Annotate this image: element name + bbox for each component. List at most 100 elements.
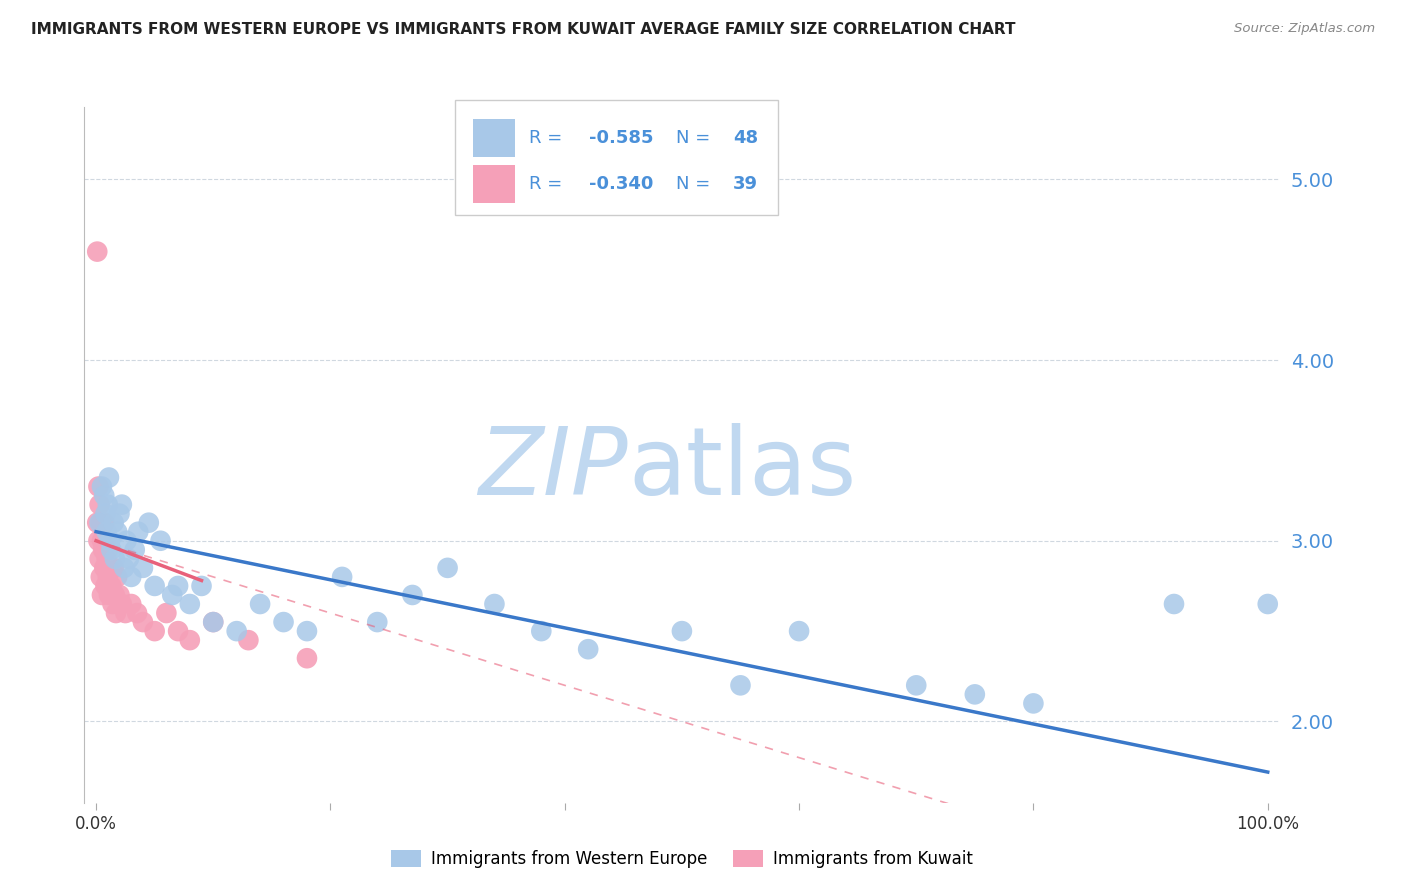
- Point: [149, 533, 172, 548]
- Point: [96, 551, 118, 566]
- Point: [90, 570, 112, 584]
- Point: [118, 551, 141, 566]
- Point: [97, 542, 120, 557]
- Point: [143, 579, 166, 593]
- Point: [179, 597, 201, 611]
- Point: [108, 588, 131, 602]
- Point: [401, 588, 423, 602]
- Point: [111, 498, 134, 512]
- Point: [132, 615, 155, 629]
- Point: [238, 633, 260, 648]
- Point: [225, 624, 247, 639]
- Point: [202, 615, 225, 629]
- Point: [366, 615, 388, 629]
- Text: R =: R =: [529, 129, 568, 147]
- Point: [905, 678, 928, 692]
- Point: [86, 516, 108, 530]
- Text: atlas: atlas: [628, 423, 856, 515]
- Point: [94, 507, 117, 521]
- Point: [103, 561, 125, 575]
- Point: [98, 533, 121, 548]
- Point: [104, 588, 127, 602]
- Point: [179, 633, 201, 648]
- Point: [105, 606, 127, 620]
- Point: [89, 516, 111, 530]
- Point: [162, 588, 183, 602]
- Point: [963, 687, 986, 701]
- Point: [108, 507, 131, 521]
- Point: [89, 498, 111, 512]
- Text: N =: N =: [676, 129, 716, 147]
- Point: [97, 570, 120, 584]
- Point: [202, 615, 225, 629]
- Text: ZIP: ZIP: [478, 424, 628, 515]
- Point: [155, 606, 177, 620]
- Point: [94, 533, 117, 548]
- Point: [89, 551, 111, 566]
- Point: [295, 651, 318, 665]
- Point: [1257, 597, 1279, 611]
- Point: [120, 570, 142, 584]
- Point: [104, 551, 127, 566]
- Text: N =: N =: [676, 175, 716, 193]
- Legend: Immigrants from Western Europe, Immigrants from Kuwait: Immigrants from Western Europe, Immigran…: [385, 843, 979, 874]
- Point: [671, 624, 693, 639]
- Point: [93, 489, 115, 503]
- Point: [114, 606, 136, 620]
- Point: [93, 516, 115, 530]
- Point: [105, 570, 128, 584]
- Point: [167, 624, 190, 639]
- Point: [1163, 597, 1185, 611]
- FancyBboxPatch shape: [456, 100, 778, 215]
- Point: [127, 606, 149, 620]
- Point: [111, 597, 134, 611]
- Text: 48: 48: [734, 129, 758, 147]
- Point: [787, 624, 810, 639]
- Point: [87, 533, 110, 548]
- Point: [100, 542, 122, 557]
- Point: [86, 244, 108, 259]
- Point: [132, 561, 155, 575]
- Point: [115, 533, 138, 548]
- Point: [143, 624, 166, 639]
- Point: [127, 524, 149, 539]
- Point: [167, 579, 190, 593]
- Point: [98, 588, 120, 602]
- Point: [100, 579, 122, 593]
- Point: [90, 533, 114, 548]
- Point: [97, 498, 120, 512]
- Point: [436, 561, 458, 575]
- Point: [87, 479, 110, 493]
- Text: IMMIGRANTS FROM WESTERN EUROPE VS IMMIGRANTS FROM KUWAIT AVERAGE FAMILY SIZE COR: IMMIGRANTS FROM WESTERN EUROPE VS IMMIGR…: [31, 22, 1015, 37]
- Point: [98, 470, 120, 484]
- Point: [94, 579, 117, 593]
- Bar: [472, 119, 515, 157]
- Point: [273, 615, 295, 629]
- Text: -0.340: -0.340: [589, 175, 652, 193]
- Point: [90, 516, 112, 530]
- Point: [112, 561, 135, 575]
- Point: [90, 479, 114, 493]
- Point: [1022, 697, 1045, 711]
- Text: Source: ZipAtlas.com: Source: ZipAtlas.com: [1234, 22, 1375, 36]
- Point: [730, 678, 752, 692]
- Text: R =: R =: [529, 175, 568, 193]
- Point: [484, 597, 506, 611]
- Point: [124, 542, 146, 557]
- Point: [93, 561, 115, 575]
- Point: [138, 516, 160, 530]
- Point: [295, 624, 318, 639]
- Point: [90, 588, 114, 602]
- Point: [249, 597, 271, 611]
- Text: -0.585: -0.585: [589, 129, 654, 147]
- Point: [120, 597, 142, 611]
- Point: [98, 561, 121, 575]
- Point: [330, 570, 353, 584]
- Point: [190, 579, 212, 593]
- Point: [91, 542, 114, 557]
- Point: [576, 642, 599, 657]
- Point: [96, 524, 118, 539]
- Point: [105, 524, 128, 539]
- Text: 39: 39: [734, 175, 758, 193]
- Bar: [472, 165, 515, 203]
